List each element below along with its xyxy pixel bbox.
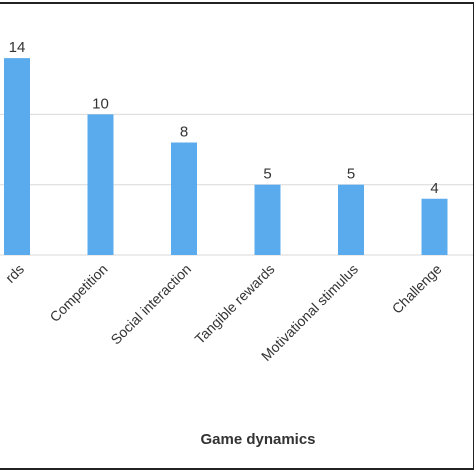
bar: [87, 114, 114, 255]
data-label: 4: [430, 180, 438, 197]
bar: [338, 184, 364, 255]
bar: [4, 58, 30, 255]
bar: [421, 198, 448, 255]
bars: [4, 58, 448, 255]
data-labels: 14 10 8 5 5 4: [9, 39, 439, 197]
x-axis-title: Game dynamics: [200, 431, 315, 448]
gridlines: [0, 113, 474, 256]
data-label: 14: [9, 39, 26, 56]
bar: [171, 142, 197, 255]
data-label: 5: [347, 166, 355, 183]
data-label: 5: [263, 166, 271, 183]
bar: [254, 184, 281, 255]
data-label: 8: [180, 124, 188, 141]
data-label: 10: [92, 95, 109, 112]
